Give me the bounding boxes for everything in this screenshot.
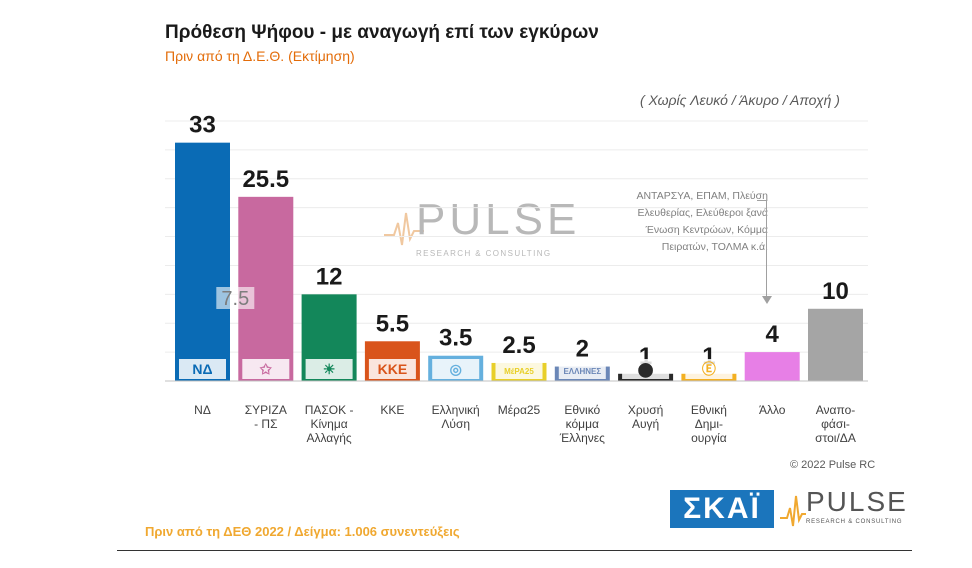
footer-sample-text: Πριν από τη ΔΕΘ 2022 / Δείγμα: 1.006 συν… — [145, 524, 460, 539]
party-logo-text: Ⓔ — [702, 361, 716, 377]
watermark-text: PULSE — [416, 195, 581, 244]
category-label: Δημι- — [695, 417, 723, 431]
category-label: ΠΑΣΟΚ - — [305, 403, 354, 417]
category-label: Κίνημα — [310, 417, 347, 431]
annotation-line-3: Ένωση Κεντρώων, Κόμμα — [645, 224, 768, 236]
mera25-logo — [495, 359, 543, 379]
chart-title: Πρόθεση Ψήφου - με αναγωγή επί των εγκύρ… — [165, 22, 599, 43]
value-label: 4 — [766, 321, 780, 348]
elliniki-lysi-logo — [432, 359, 480, 379]
annotation-connector-tick — [757, 200, 767, 201]
inner-value-label: 7.5 — [221, 288, 249, 310]
syriza-logo — [242, 359, 290, 379]
category-label: Έλληνες — [559, 431, 605, 445]
pulse-logo: PULSE RESEARCH & CONSULTING — [780, 486, 908, 532]
party-logo-text: ΚΚΕ — [378, 361, 408, 377]
kke-logo — [368, 359, 416, 379]
pulse-logo-subtext: RESEARCH & CONSULTING — [806, 519, 903, 525]
annotation-line-4: Πειρατών, ΤΟΛΜΑ κ.ά. — [661, 241, 768, 253]
category-label: ΣΥΡΙΖΑ — [245, 403, 287, 417]
category-label: ΝΔ — [194, 403, 211, 417]
category-label: Λύση — [441, 417, 470, 431]
watermark-subtext: RESEARCH & CONSULTING — [416, 249, 552, 258]
category-label: Εθνικό — [564, 403, 600, 417]
category-label: Εθνική — [691, 403, 727, 417]
bar — [744, 352, 800, 381]
copyright-text: © 2022 Pulse RC — [790, 459, 876, 471]
value-label: 2 — [576, 336, 589, 363]
value-label: 12 — [316, 263, 343, 290]
category-label: Μέρα25 — [498, 403, 541, 417]
category-label: Ελληνική — [432, 403, 480, 417]
nd-logo — [179, 359, 226, 379]
annotation-arrow-icon — [762, 296, 772, 304]
value-label: 2.5 — [502, 332, 535, 359]
bar — [808, 308, 863, 381]
party-logo-text: ΕΛΛΗΝΕΣ — [563, 367, 601, 376]
party-logo-text: ◎ — [450, 361, 462, 377]
pasok-logo — [305, 359, 353, 379]
category-label: ΚΚΕ — [380, 403, 404, 417]
party-logo-text: ☀ — [323, 361, 336, 377]
chrysi-avgi-logo — [622, 359, 670, 379]
value-label: 33 — [189, 112, 216, 139]
annotation-line-2: Ελευθερίας, Ελεύθεροι ξανά — [637, 207, 768, 219]
other-annotation: ΑΝΤΑΡΣΥΑ, ΕΠΑΜ, Πλεύση Ελευθερίας, Ελεύθ… — [610, 188, 768, 256]
category-label: στοι/ΔΑ — [815, 431, 856, 445]
value-label: 3.5 — [439, 325, 472, 352]
pulse-logo-text: PULSE — [806, 486, 908, 517]
value-label: 10 — [822, 278, 849, 305]
ellines-logo — [558, 359, 606, 379]
value-label: 5.5 — [376, 310, 409, 337]
party-logo-text: ⬤ — [638, 361, 654, 378]
party-logo-text: ✩ — [259, 361, 273, 377]
party-logo-text: ΜέΡΑ25 — [504, 367, 534, 376]
footer-divider — [117, 550, 912, 551]
category-label: Άλλο — [759, 403, 786, 417]
category-label: Χρυσή — [628, 403, 663, 417]
category-label: φάσι- — [821, 417, 850, 431]
category-label: ουργία — [691, 431, 727, 445]
category-label: κόμμα — [566, 417, 599, 431]
party-logo-text: ΝΔ — [192, 361, 212, 377]
skai-logo: ΣΚΑΪ — [670, 490, 774, 528]
chart-note: ( Χωρίς Λευκό / Άκυρο / Αποχή ) — [640, 92, 840, 108]
category-label: Αυγή — [632, 417, 659, 431]
inner-label-bg — [216, 287, 255, 309]
value-label: 25.5 — [242, 166, 289, 193]
bar — [175, 142, 230, 381]
category-label: - ΠΣ — [254, 417, 277, 431]
annotation-line-1: ΑΝΤΑΡΣΥΑ, ΕΠΑΜ, Πλεύση — [636, 190, 768, 202]
annotation-connector — [766, 200, 767, 296]
chart-subtitle: Πριν από τη Δ.Ε.Θ. (Εκτίμηση) — [165, 48, 355, 64]
category-label: Αλλαγής — [306, 431, 351, 445]
category-label: Αναπο- — [816, 403, 856, 417]
ethniki-dimiourgia-logo — [685, 359, 733, 379]
